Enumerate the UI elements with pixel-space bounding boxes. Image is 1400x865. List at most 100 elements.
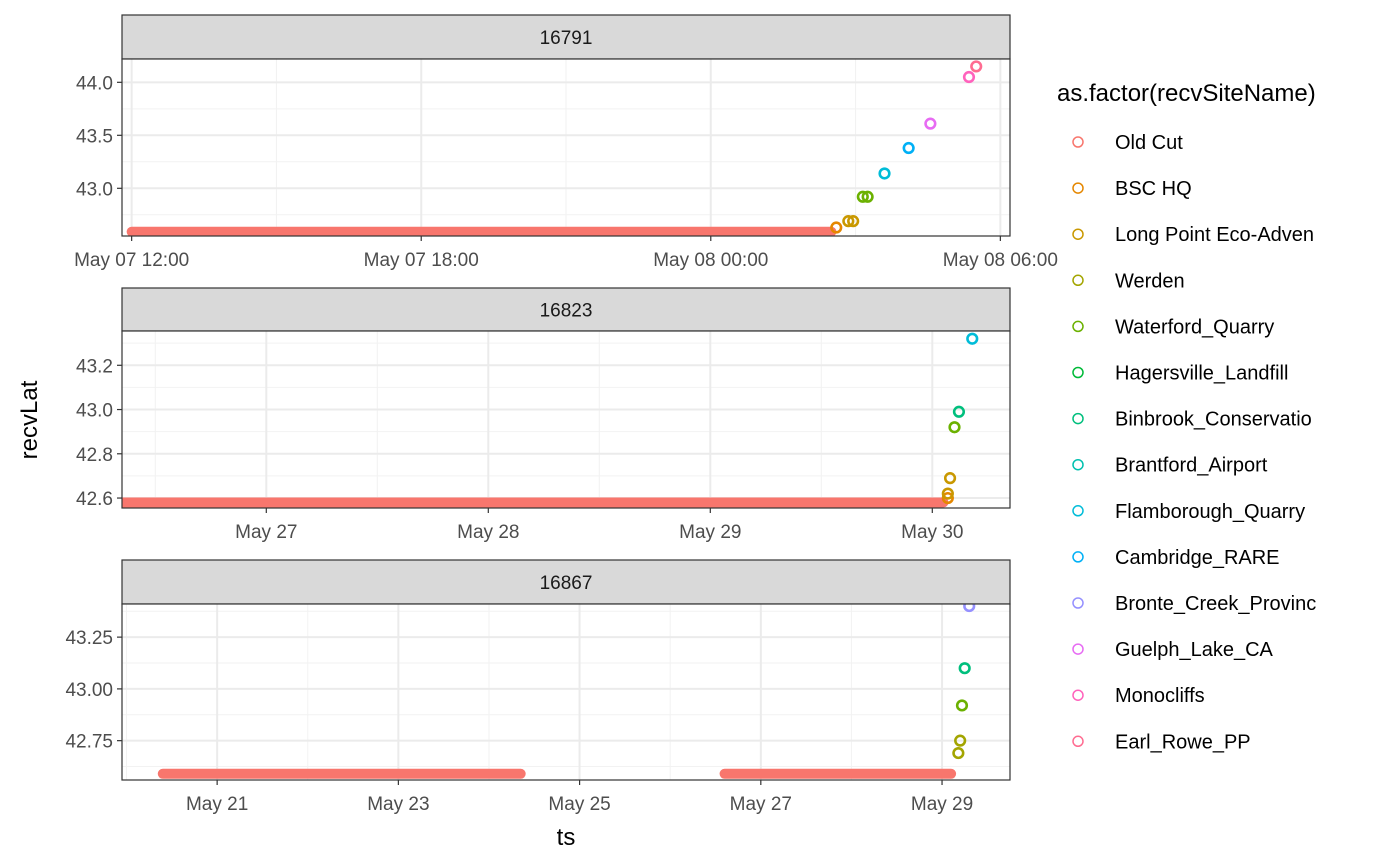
data-point xyxy=(842,215,855,228)
x-tick-label: May 07 18:00 xyxy=(364,250,479,271)
dense-point-run xyxy=(719,768,957,779)
data-point xyxy=(861,190,874,203)
x-tick-label: May 08 06:00 xyxy=(943,250,1058,271)
legend-key xyxy=(1072,597,1084,609)
legend-title: as.factor(recvSiteName) xyxy=(1057,80,1316,107)
legend-key xyxy=(1072,320,1084,333)
data-point xyxy=(962,70,976,84)
x-tick-label: May 29 xyxy=(911,794,973,815)
facet-strip-label: 16791 xyxy=(540,28,593,49)
data-point xyxy=(902,141,915,155)
data-point xyxy=(970,60,983,73)
data-point xyxy=(966,332,979,345)
panel-background xyxy=(122,604,1010,780)
facet-panel-16791: 16791 43.0 43.5 44.0 May 07 12:00 May 07 18:0… xyxy=(74,14,1058,271)
data-point xyxy=(952,405,966,418)
data-point xyxy=(954,734,967,747)
legend-label: Flamborough_Quarry xyxy=(1115,501,1305,523)
data-points xyxy=(126,60,983,236)
facet-strip xyxy=(121,14,1011,60)
legend: as.factor(recvSiteName) Old Cut BSC HQ Lon… xyxy=(1057,80,1316,753)
facet-strip xyxy=(121,287,1011,332)
facet-panel-16823: 16823 42.6 42.8 43.0 43.2 May 27 May 28 May 29 M… xyxy=(76,287,1011,543)
data-points xyxy=(122,332,979,508)
legend-key xyxy=(1072,366,1084,379)
legend-key xyxy=(1072,412,1084,425)
x-tick-label: May 23 xyxy=(367,794,429,815)
data-point xyxy=(856,190,869,203)
legend-label: Waterford_Quarry xyxy=(1115,316,1274,338)
data-point xyxy=(830,221,843,234)
legend-key xyxy=(1072,228,1084,240)
legend-key xyxy=(1072,182,1084,194)
legend-label: Hagersville_Landfill xyxy=(1115,363,1288,385)
data-point xyxy=(963,604,976,613)
dense-point-run xyxy=(122,497,949,508)
facets-layer: 16791 43.0 43.5 44.0 May 07 12:00 May 07 18:0… xyxy=(65,14,1058,815)
facet-strip-label: 16867 xyxy=(540,573,593,594)
legend-label: Brantford_Airport xyxy=(1115,455,1268,477)
x-tick-label: May 29 xyxy=(679,522,741,543)
x-tick-label: May 27 xyxy=(235,522,297,543)
legend-label: Binbrook_Conservatio xyxy=(1115,409,1312,431)
x-tick-label: May 28 xyxy=(457,522,519,543)
facet-panel-16867: 16867 42.75 43.00 43.25 May 21 May 23 May 25 Ma… xyxy=(65,559,1011,815)
data-point xyxy=(847,215,860,228)
y-tick-label: 42.8 xyxy=(76,445,113,466)
legend-key xyxy=(1072,505,1084,517)
y-tick-label: 43.00 xyxy=(65,680,113,701)
data-point xyxy=(952,746,965,760)
legend-label: Bronte_Creek_Provinc xyxy=(1115,593,1316,615)
x-tick-label: May 30 xyxy=(901,522,963,543)
y-tick-label: 43.2 xyxy=(76,356,113,377)
gridlines xyxy=(122,59,1010,236)
y-tick-label: 42.75 xyxy=(65,732,113,753)
legend-key xyxy=(1072,643,1084,655)
dense-point-run xyxy=(126,226,837,236)
panel-border xyxy=(121,603,1011,781)
legend-key xyxy=(1072,136,1084,148)
legend-label: Guelph_Lake_CA xyxy=(1115,639,1274,661)
y-tick-label: 43.0 xyxy=(76,179,113,200)
data-points xyxy=(157,604,976,779)
facet-strip xyxy=(121,559,1011,605)
facet-strip-label: 16823 xyxy=(540,301,593,322)
panel-border xyxy=(121,330,1011,509)
y-axis-title: recvLat xyxy=(16,380,43,459)
x-tick-label: May 27 xyxy=(730,794,792,815)
gridlines xyxy=(122,604,1010,780)
panel-border xyxy=(121,58,1011,237)
y-tick-label: 43.5 xyxy=(76,126,113,147)
x-tick-label: May 07 12:00 xyxy=(74,250,189,271)
legend-key xyxy=(1072,689,1084,701)
data-point xyxy=(948,421,961,434)
legend-label: Old Cut xyxy=(1115,132,1183,154)
y-tick-label: 42.6 xyxy=(76,489,113,510)
x-tick-label: May 25 xyxy=(548,794,610,815)
legend-key xyxy=(1072,274,1084,287)
dense-point-run xyxy=(157,768,526,779)
x-tick-label: May 08 00:00 xyxy=(653,250,768,271)
data-point xyxy=(958,662,971,675)
legend-key xyxy=(1072,458,1084,471)
legend-label: Long Point Eco-Adven xyxy=(1115,224,1314,246)
legend-label: Earl_Rowe_PP xyxy=(1115,731,1251,753)
x-axis-title: ts xyxy=(557,824,576,851)
y-tick-label: 43.0 xyxy=(76,401,113,422)
data-point xyxy=(924,117,937,130)
legend-key xyxy=(1072,735,1084,748)
data-point xyxy=(941,491,954,505)
legend-label: Monocliffs xyxy=(1115,685,1205,707)
panel-background xyxy=(122,331,1010,508)
legend-label: Cambridge_RARE xyxy=(1115,547,1280,569)
legend-label: Werden xyxy=(1115,270,1185,292)
legend-label: BSC HQ xyxy=(1115,178,1192,200)
data-point xyxy=(943,472,957,485)
data-point xyxy=(878,167,891,180)
legend-key xyxy=(1072,551,1084,563)
y-tick-label: 43.25 xyxy=(65,628,113,649)
x-tick-label: May 21 xyxy=(186,794,248,815)
y-tick-label: 44.0 xyxy=(76,73,113,94)
data-point xyxy=(941,487,954,500)
